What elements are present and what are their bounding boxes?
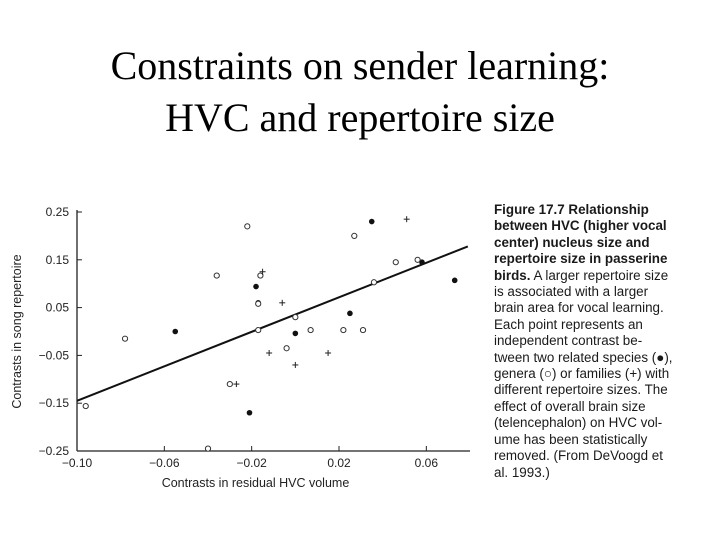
genera-point xyxy=(244,223,251,230)
species-point xyxy=(253,283,259,290)
caption-line: genera (○) or families (+) with xyxy=(494,366,670,382)
genera-point xyxy=(359,326,367,334)
species-point xyxy=(246,409,253,416)
family-point xyxy=(233,381,240,388)
genera-point xyxy=(370,279,378,286)
family-point xyxy=(292,361,299,368)
y-tick-label: −0.05 xyxy=(39,348,70,362)
family-point xyxy=(403,216,410,223)
caption-line: al. 1993.) xyxy=(494,464,550,480)
species-point xyxy=(419,259,425,265)
genera-point xyxy=(226,380,233,388)
genera-point xyxy=(204,445,212,452)
genera-point xyxy=(255,300,262,307)
species-point xyxy=(172,328,179,335)
family-point xyxy=(259,268,266,275)
y-axis-label: Contrasts in song repertoire xyxy=(10,254,24,408)
genera-point xyxy=(121,335,129,342)
genera-point xyxy=(307,326,314,334)
y-tick-label: 0.15 xyxy=(46,253,70,267)
genera-point xyxy=(257,272,264,279)
x-tick-label: 0.02 xyxy=(327,456,351,470)
genera-point xyxy=(82,402,89,410)
genera-point xyxy=(340,326,347,334)
caption-line: independent contrast be- xyxy=(494,333,643,349)
caption-bold-line: repertoire size in passerine xyxy=(494,251,668,267)
genera-point xyxy=(414,256,421,263)
caption-line: different repertoire sizes. The xyxy=(494,382,668,398)
genera-point xyxy=(283,345,290,352)
caption-line: tween two related species (●), xyxy=(494,349,673,365)
caption-bold-line: center) nucleus size and xyxy=(494,234,650,250)
y-tick-label: 0.05 xyxy=(46,301,70,315)
x-tick-label: −0.10 xyxy=(62,456,93,470)
y-tick-label: −0.25 xyxy=(39,444,70,458)
x-tick-label: −0.02 xyxy=(236,456,267,470)
caption-bold-line: between HVC (higher vocal xyxy=(494,218,667,234)
caption-line: is associated with a larger xyxy=(494,284,649,300)
y-tick-label: −0.15 xyxy=(39,396,70,410)
x-axis-label: Contrasts in residual HVC volume xyxy=(162,476,350,490)
species-point xyxy=(347,310,353,317)
genera-point xyxy=(292,314,299,321)
caption-line: ume has been statistically xyxy=(494,431,648,447)
caption-line: brain area for vocal learning. xyxy=(494,300,664,316)
slide-title-line-2: HVC and repertoire size xyxy=(165,95,555,140)
species-point xyxy=(292,330,299,337)
figure-caption: Figure 17.7 Relationship between HVC (hi… xyxy=(494,202,720,481)
genera-point xyxy=(255,326,262,334)
family-point xyxy=(266,350,273,357)
scatter-chart: 0.25 0.15 0.05 −0.05 −0.15 −0.25−0.10 −0.06 −0.… xyxy=(10,205,470,490)
slide-title-line-1: Constraints on sender learning: xyxy=(110,43,610,88)
family-point xyxy=(279,299,286,306)
caption-line: removed. (From DeVoogd et xyxy=(494,448,663,464)
genera-point xyxy=(392,259,399,266)
caption-line: Each point represents an xyxy=(494,316,643,332)
caption-line: (telencephalon) on HVC vol- xyxy=(494,415,663,431)
caption-bold-line: Figure 17.7 Relationship xyxy=(494,202,649,217)
x-tick-label: −0.06 xyxy=(149,456,180,470)
species-point xyxy=(368,218,375,225)
species-point xyxy=(451,277,458,284)
genera-point xyxy=(351,232,358,240)
regression-line xyxy=(76,245,469,402)
x-tick-label: 0.06 xyxy=(415,456,439,470)
family-point xyxy=(325,350,332,357)
y-tick-label: 0.25 xyxy=(46,205,70,219)
genera-point xyxy=(213,272,220,279)
caption-mixed-line: birds. A larger repertoire size xyxy=(494,267,669,283)
slide-title: Constraints on sender learning: HVC and … xyxy=(0,40,720,144)
caption-line: effect of overall brain size xyxy=(494,398,646,414)
